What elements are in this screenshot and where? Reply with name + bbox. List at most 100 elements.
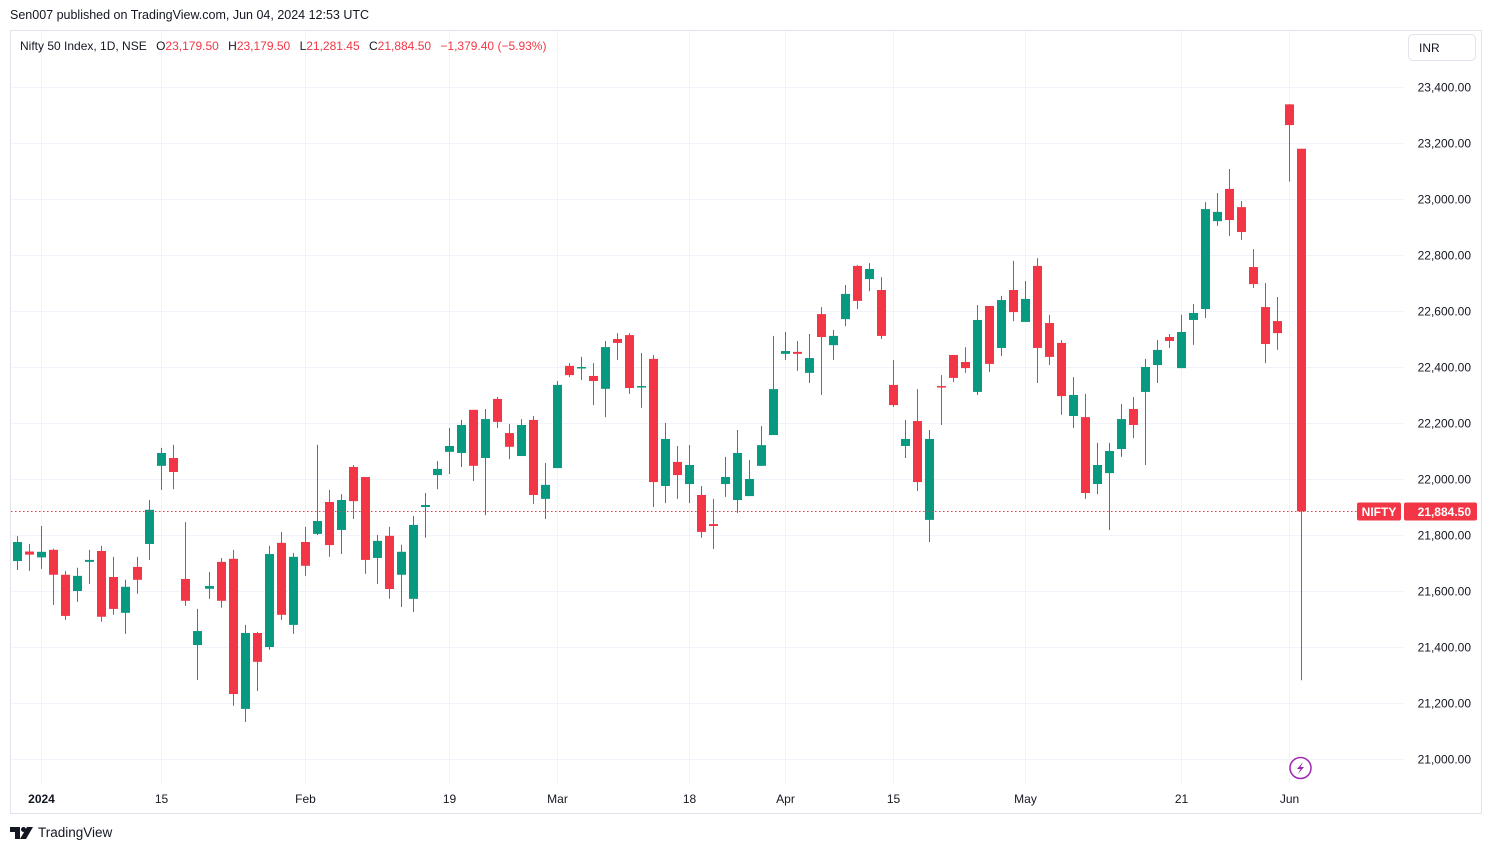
candle-down[interactable] [625, 333, 634, 394]
candle-down[interactable] [301, 526, 310, 576]
candle-down[interactable] [1273, 297, 1282, 350]
candle-down[interactable] [1081, 393, 1090, 499]
candle-up[interactable] [973, 305, 982, 395]
candle-up[interactable] [445, 428, 454, 474]
candle-up[interactable] [541, 463, 550, 520]
candle-up[interactable] [745, 459, 754, 497]
candle-down[interactable] [697, 486, 706, 538]
candle-down[interactable] [97, 545, 106, 622]
candle-down[interactable] [709, 498, 718, 549]
candle-up[interactable] [637, 353, 646, 408]
candle-up[interactable] [1189, 304, 1198, 345]
candle-down[interactable] [613, 333, 622, 360]
candle-down[interactable] [25, 543, 34, 571]
candle-down[interactable] [61, 570, 70, 620]
candle-up[interactable] [733, 430, 742, 513]
candle-up[interactable] [241, 624, 250, 723]
candle-up[interactable] [997, 295, 1006, 357]
candle-up[interactable] [337, 494, 346, 555]
candle-down[interactable] [649, 354, 658, 507]
candle-down[interactable] [1009, 260, 1018, 322]
candle-down[interactable] [1249, 249, 1258, 289]
candle-up[interactable] [1141, 358, 1150, 465]
candle-down[interactable] [913, 389, 922, 492]
candle-up[interactable] [1105, 442, 1114, 530]
candle-up[interactable] [1201, 202, 1210, 318]
currency-button[interactable]: INR [1408, 34, 1476, 61]
candle-up[interactable] [517, 419, 526, 457]
candle-down[interactable] [1297, 148, 1306, 681]
candle-down[interactable] [385, 526, 394, 599]
candle-down[interactable] [181, 522, 190, 606]
candle-up[interactable] [553, 381, 562, 469]
candle-down[interactable] [937, 375, 946, 425]
candle-up[interactable] [457, 419, 466, 467]
candle-down[interactable] [229, 549, 238, 706]
candle-up[interactable] [193, 608, 202, 681]
candle-up[interactable] [433, 461, 442, 490]
candle-up[interactable] [1069, 377, 1078, 429]
candle-down[interactable] [1057, 340, 1066, 415]
candle-down[interactable] [49, 548, 58, 605]
candle-down[interactable] [277, 531, 286, 620]
candle-up[interactable] [805, 333, 814, 383]
candle-up[interactable] [661, 423, 670, 504]
candle-up[interactable] [1177, 314, 1186, 369]
candle-down[interactable] [1285, 104, 1294, 182]
candle-up[interactable] [829, 330, 838, 360]
candle-up[interactable] [577, 356, 586, 380]
candle-down[interactable] [505, 423, 514, 460]
candle-down[interactable] [1165, 333, 1174, 348]
candle-up[interactable] [1213, 193, 1222, 226]
candle-down[interactable] [853, 265, 862, 310]
candle-down[interactable] [169, 444, 178, 490]
candle-down[interactable] [1225, 169, 1234, 236]
candle-down[interactable] [1033, 258, 1042, 383]
candle-down[interactable] [361, 477, 370, 574]
candle-up[interactable] [73, 567, 82, 602]
candle-up[interactable] [265, 545, 274, 650]
candle-down[interactable] [985, 305, 994, 373]
candle-up[interactable] [373, 535, 382, 584]
candle-down[interactable] [1261, 283, 1270, 364]
candle-up[interactable] [1093, 442, 1102, 495]
candle-up[interactable] [409, 515, 418, 612]
candle-down[interactable] [793, 340, 802, 371]
candle-down[interactable] [673, 445, 682, 499]
candle-down[interactable] [109, 556, 118, 615]
candle-up[interactable] [13, 536, 22, 570]
candle-down[interactable] [253, 631, 262, 691]
candle-down[interactable] [349, 465, 358, 520]
candle-up[interactable] [121, 579, 130, 634]
candle-up[interactable] [769, 335, 778, 436]
candle-down[interactable] [1237, 200, 1246, 240]
candle-up[interactable] [1021, 281, 1030, 322]
candle-up[interactable] [1117, 403, 1126, 457]
candle-up[interactable] [397, 544, 406, 607]
candle-down[interactable] [469, 409, 478, 481]
candle-down[interactable] [889, 360, 898, 408]
candle-up[interactable] [925, 430, 934, 542]
candle-down[interactable] [589, 363, 598, 406]
candle-up[interactable] [901, 419, 910, 458]
lightning-event-icon[interactable] [1289, 756, 1312, 780]
candle-up[interactable] [205, 571, 214, 599]
candle-down[interactable] [961, 347, 970, 373]
candle-up[interactable] [481, 409, 490, 516]
candle-up[interactable] [721, 456, 730, 497]
candle-down[interactable] [493, 396, 502, 429]
candle-up[interactable] [85, 549, 94, 584]
candle-down[interactable] [817, 307, 826, 395]
candle-up[interactable] [289, 552, 298, 634]
candle-down[interactable] [877, 277, 886, 339]
candle-up[interactable] [841, 284, 850, 327]
candle-down[interactable] [133, 556, 142, 594]
candle-up[interactable] [421, 493, 430, 538]
candle-up[interactable] [685, 445, 694, 504]
candle-up[interactable] [37, 526, 46, 569]
candle-down[interactable] [565, 363, 574, 378]
candle-up[interactable] [313, 444, 322, 535]
candle-up[interactable] [865, 263, 874, 292]
candle-up[interactable] [601, 340, 610, 418]
